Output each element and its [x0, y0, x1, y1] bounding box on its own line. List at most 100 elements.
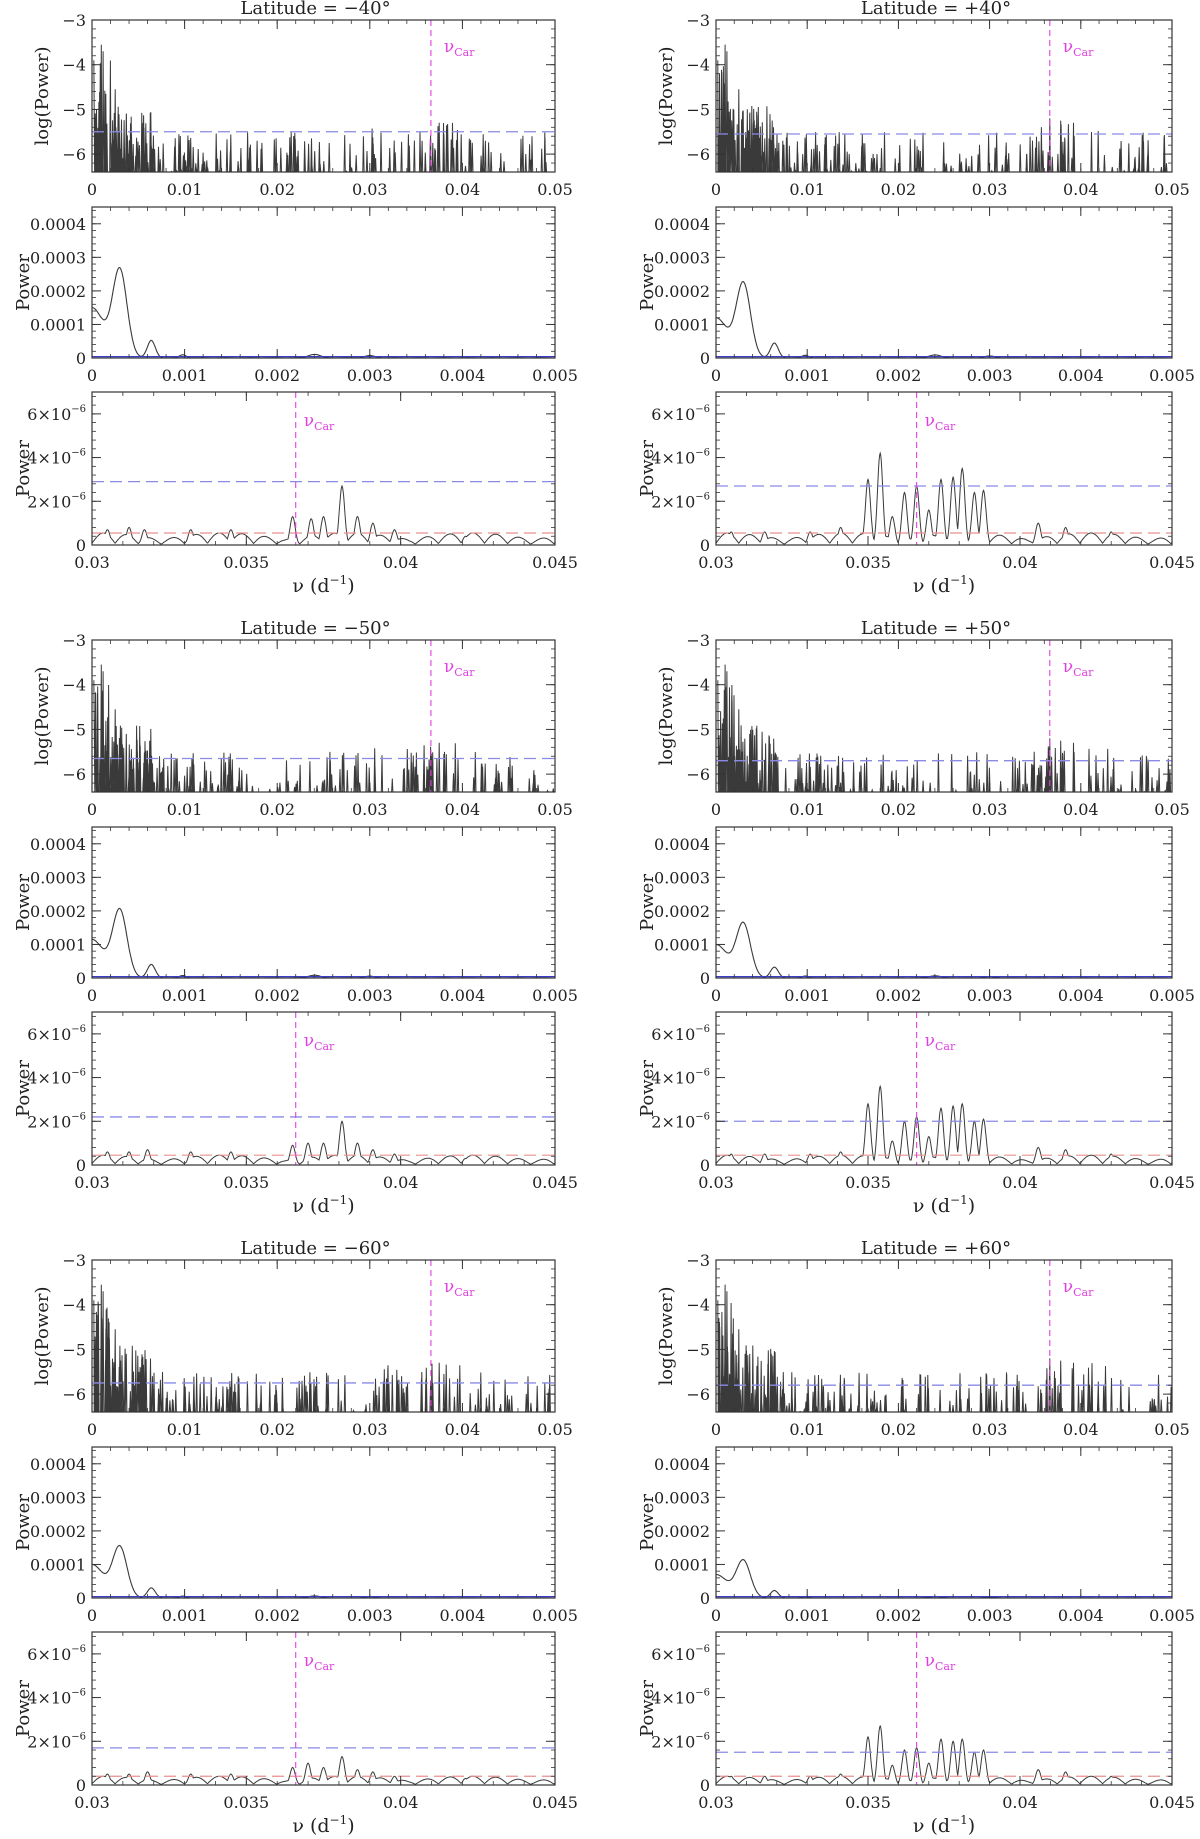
y-tick-label: −4: [62, 56, 86, 75]
y-tick-label: −3: [686, 631, 710, 650]
x-tick-label: 0.045: [1149, 1173, 1195, 1192]
plot-area: [92, 266, 555, 358]
y-tick-label: 0: [76, 349, 86, 368]
nu-car-label: νCar: [1063, 37, 1094, 59]
group-title: Latitude = −60°: [240, 1238, 390, 1259]
y-tick-value: −5: [62, 1340, 86, 1359]
x-tick-label: 0.03: [698, 553, 734, 572]
x-tick-label: 0.05: [1154, 1420, 1190, 1439]
y-tick-value: 0: [700, 536, 710, 555]
y-tick-label: 0: [76, 969, 86, 988]
x-axis-label-exp: −1: [330, 573, 348, 587]
group-title: Latitude = +50°: [861, 618, 1011, 639]
group-title: Latitude = −40°: [240, 0, 390, 19]
y-tick-value: −5: [686, 100, 710, 119]
y-tick-label: 4×10−6: [27, 448, 86, 468]
y-tick-value: 0.0002: [654, 282, 710, 301]
y-tick-label: 2×10−6: [27, 1731, 86, 1751]
y-tick-exponent: −6: [71, 404, 86, 415]
power-trace: [716, 451, 1172, 545]
x-tick-label: 0: [87, 986, 97, 1005]
y-tick-value: 0.0003: [654, 1488, 710, 1507]
x-axis-label: ν (d−1): [292, 1193, 354, 1217]
y-tick-label: 0.0002: [654, 282, 710, 301]
x-tick-label: 0.002: [254, 986, 300, 1005]
plot-frame: [715, 206, 1173, 359]
plot-area: [716, 640, 1172, 792]
x-axis-label-exp: −1: [950, 1813, 968, 1827]
y-tick-value: 0.0002: [654, 1522, 710, 1541]
y-tick-label: −6: [62, 1385, 86, 1404]
y-tick-label: 6×10−6: [27, 1024, 86, 1044]
nu-car-symbol: ν: [925, 1031, 935, 1051]
plot-frame: [715, 19, 1173, 173]
y-tick-label: 0.0003: [30, 868, 86, 887]
plot-frame: [91, 19, 556, 173]
nu-car-symbol: ν: [444, 657, 454, 677]
power-trace: [92, 1120, 555, 1165]
y-tick-value: −5: [62, 100, 86, 119]
y-tick-value: 0.0004: [654, 835, 710, 854]
y-tick-label: 0.0001: [654, 1555, 710, 1574]
y-tick-value: 0.0003: [30, 868, 86, 887]
y-tick-value: 0: [76, 969, 86, 988]
y-axis-label: Power: [13, 1494, 34, 1551]
y-tick-value: 2×10: [651, 1732, 695, 1751]
y-tick-label: 4×10−6: [651, 1068, 710, 1088]
y-tick-value: 0.0001: [30, 935, 86, 954]
y-tick-label: −6: [62, 145, 86, 164]
x-tick-label: 0.002: [254, 1606, 300, 1625]
y-axis-label: log(Power): [656, 666, 677, 765]
x-tick-label: 0.035: [223, 553, 269, 572]
x-tick-label: 0.04: [1063, 800, 1099, 819]
y-tick-label: 0.0001: [30, 1555, 86, 1574]
y-tick-label: 0: [76, 1156, 86, 1175]
x-axis-label-text: (d: [304, 1195, 330, 1217]
y-tick-exponent: −6: [71, 1111, 86, 1122]
y-tick-label: 0.0002: [654, 1522, 710, 1541]
x-tick-label: 0.03: [74, 1173, 110, 1192]
y-tick-exponent: −6: [695, 491, 710, 502]
x-axis-label-text: (d: [924, 1195, 950, 1217]
x-tick-label: 0.02: [881, 800, 917, 819]
plot-frame: [91, 206, 556, 359]
x-tick-label: 0.002: [254, 366, 300, 385]
plot-area: [716, 921, 1172, 978]
x-axis-label-symbol: ν: [913, 1815, 925, 1837]
x-axis-label-text: (d: [924, 1815, 950, 1837]
y-tick-value: 0: [76, 536, 86, 555]
x-tick-label: 0.001: [784, 366, 830, 385]
y-tick-label: 4×10−6: [27, 1068, 86, 1088]
x-axis-label-close: ): [968, 1195, 975, 1217]
y-tick-value: 4×10: [27, 1689, 71, 1708]
y-axis-label: log(Power): [32, 46, 53, 145]
nu-car-symbol: ν: [1063, 1277, 1073, 1297]
y-tick-label: 4×10−6: [27, 1688, 86, 1708]
y-tick-label: 0: [76, 536, 86, 555]
x-tick-label: 0: [711, 366, 721, 385]
nu-car-subscript: Car: [314, 1660, 335, 1673]
y-tick-value: 4×10: [651, 1689, 695, 1708]
x-tick-label: 0.03: [74, 553, 110, 572]
x-tick-label: 0.04: [1002, 553, 1038, 572]
x-tick-label: 0.01: [789, 800, 825, 819]
y-tick-label: 0: [700, 1156, 710, 1175]
x-tick-label: 0.02: [259, 1420, 295, 1439]
y-tick-label: −6: [62, 765, 86, 784]
x-tick-label: 0.002: [875, 986, 921, 1005]
x-tick-label: 0.045: [532, 1173, 578, 1192]
x-tick-label: 0.004: [439, 1606, 485, 1625]
y-tick-value: −6: [62, 765, 86, 784]
y-tick-value: 0: [76, 1589, 86, 1608]
power-trace: [716, 1084, 1172, 1165]
nu-car-label: νCar: [304, 1031, 335, 1053]
y-tick-value: −4: [62, 1296, 86, 1315]
x-axis-label-text: (d: [304, 1815, 330, 1837]
x-tick-label: 0.03: [74, 1793, 110, 1812]
plot-frame: [715, 826, 1173, 979]
x-axis-label-close: ): [347, 1815, 354, 1837]
y-tick-value: −4: [62, 676, 86, 695]
x-tick-label: 0.05: [537, 800, 573, 819]
nu-car-subscript: Car: [314, 420, 335, 433]
